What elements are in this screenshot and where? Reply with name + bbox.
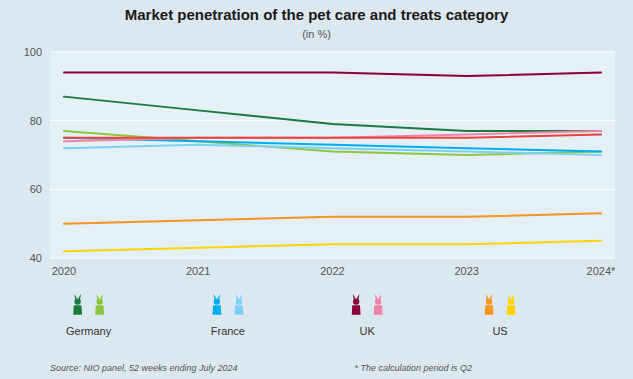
legend-icon-ear xyxy=(236,294,239,300)
legend-icon-ear xyxy=(218,294,221,300)
legend-icon-body xyxy=(95,305,104,315)
subtitle: (in %) xyxy=(302,28,331,40)
legend-icon-ear xyxy=(78,294,81,300)
legend-icon xyxy=(507,294,516,315)
grid-line xyxy=(50,52,615,53)
y-tick-label: 80 xyxy=(30,115,42,127)
grid-line xyxy=(50,189,615,190)
legend-icon-ear xyxy=(357,294,360,300)
series-line xyxy=(64,97,601,131)
legend-icon xyxy=(234,294,243,315)
series-line xyxy=(64,131,601,141)
legend-icon-body xyxy=(73,305,82,315)
grid-line xyxy=(50,258,615,259)
legend-icon-ear xyxy=(353,294,356,300)
x-tick-label: 2024* xyxy=(587,265,616,277)
x-tick-label: 2020 xyxy=(52,265,76,277)
legend-icon xyxy=(485,294,494,315)
note: * The calculation period is Q2 xyxy=(354,363,472,373)
series-line xyxy=(64,131,601,155)
legend-icon-ear xyxy=(96,294,99,300)
legend-icon-ear xyxy=(379,294,382,300)
series-line xyxy=(64,73,601,76)
legend-label: France xyxy=(211,325,245,337)
legend-icon-ear xyxy=(100,294,103,300)
chart: Market penetration of the pet care and t… xyxy=(0,0,633,379)
legend-icon-body xyxy=(374,305,383,315)
legend-icon xyxy=(374,294,383,315)
source: Source: NIO panel, 52 weeks ending July … xyxy=(50,363,238,373)
series-line xyxy=(64,145,601,155)
background xyxy=(0,0,633,379)
legend-label: US xyxy=(492,325,507,337)
legend-icon-ear xyxy=(486,294,489,300)
grid xyxy=(50,52,615,258)
y-tick-label: 60 xyxy=(30,183,42,195)
y-tick-label: 100 xyxy=(24,46,42,58)
series-line xyxy=(64,134,601,137)
legend-icon xyxy=(73,294,82,315)
title: Market penetration of the pet care and t… xyxy=(125,6,509,23)
plot-background xyxy=(50,52,615,258)
legend: Germany France UK US xyxy=(66,294,515,337)
legend-icon-body xyxy=(212,305,221,315)
x-tick-label: 2022 xyxy=(320,265,344,277)
x-tick-label: 2023 xyxy=(455,265,479,277)
legend-icon xyxy=(212,294,221,315)
legend-icon xyxy=(95,294,104,315)
series-line xyxy=(64,241,601,251)
legend-icon-ear xyxy=(512,294,515,300)
legend-icon xyxy=(352,294,361,315)
legend-label: Germany xyxy=(66,325,112,337)
legend-icon-body xyxy=(485,305,494,315)
series-line xyxy=(64,213,601,223)
legend-icon-body xyxy=(352,305,361,315)
legend-icon-body xyxy=(234,305,243,315)
grid-line xyxy=(50,120,615,121)
legend-icon-ear xyxy=(490,294,493,300)
lines xyxy=(64,73,601,252)
legend-icon-ear xyxy=(508,294,511,300)
y-tick-label: 40 xyxy=(30,252,42,264)
x-tick-label: 2021 xyxy=(186,265,210,277)
legend-icon-ear xyxy=(74,294,77,300)
legend-icon-ear xyxy=(214,294,217,300)
legend-icon-ear xyxy=(240,294,243,300)
legend-icon-ear xyxy=(375,294,378,300)
legend-label: UK xyxy=(359,325,375,337)
legend-icon-body xyxy=(507,305,516,315)
